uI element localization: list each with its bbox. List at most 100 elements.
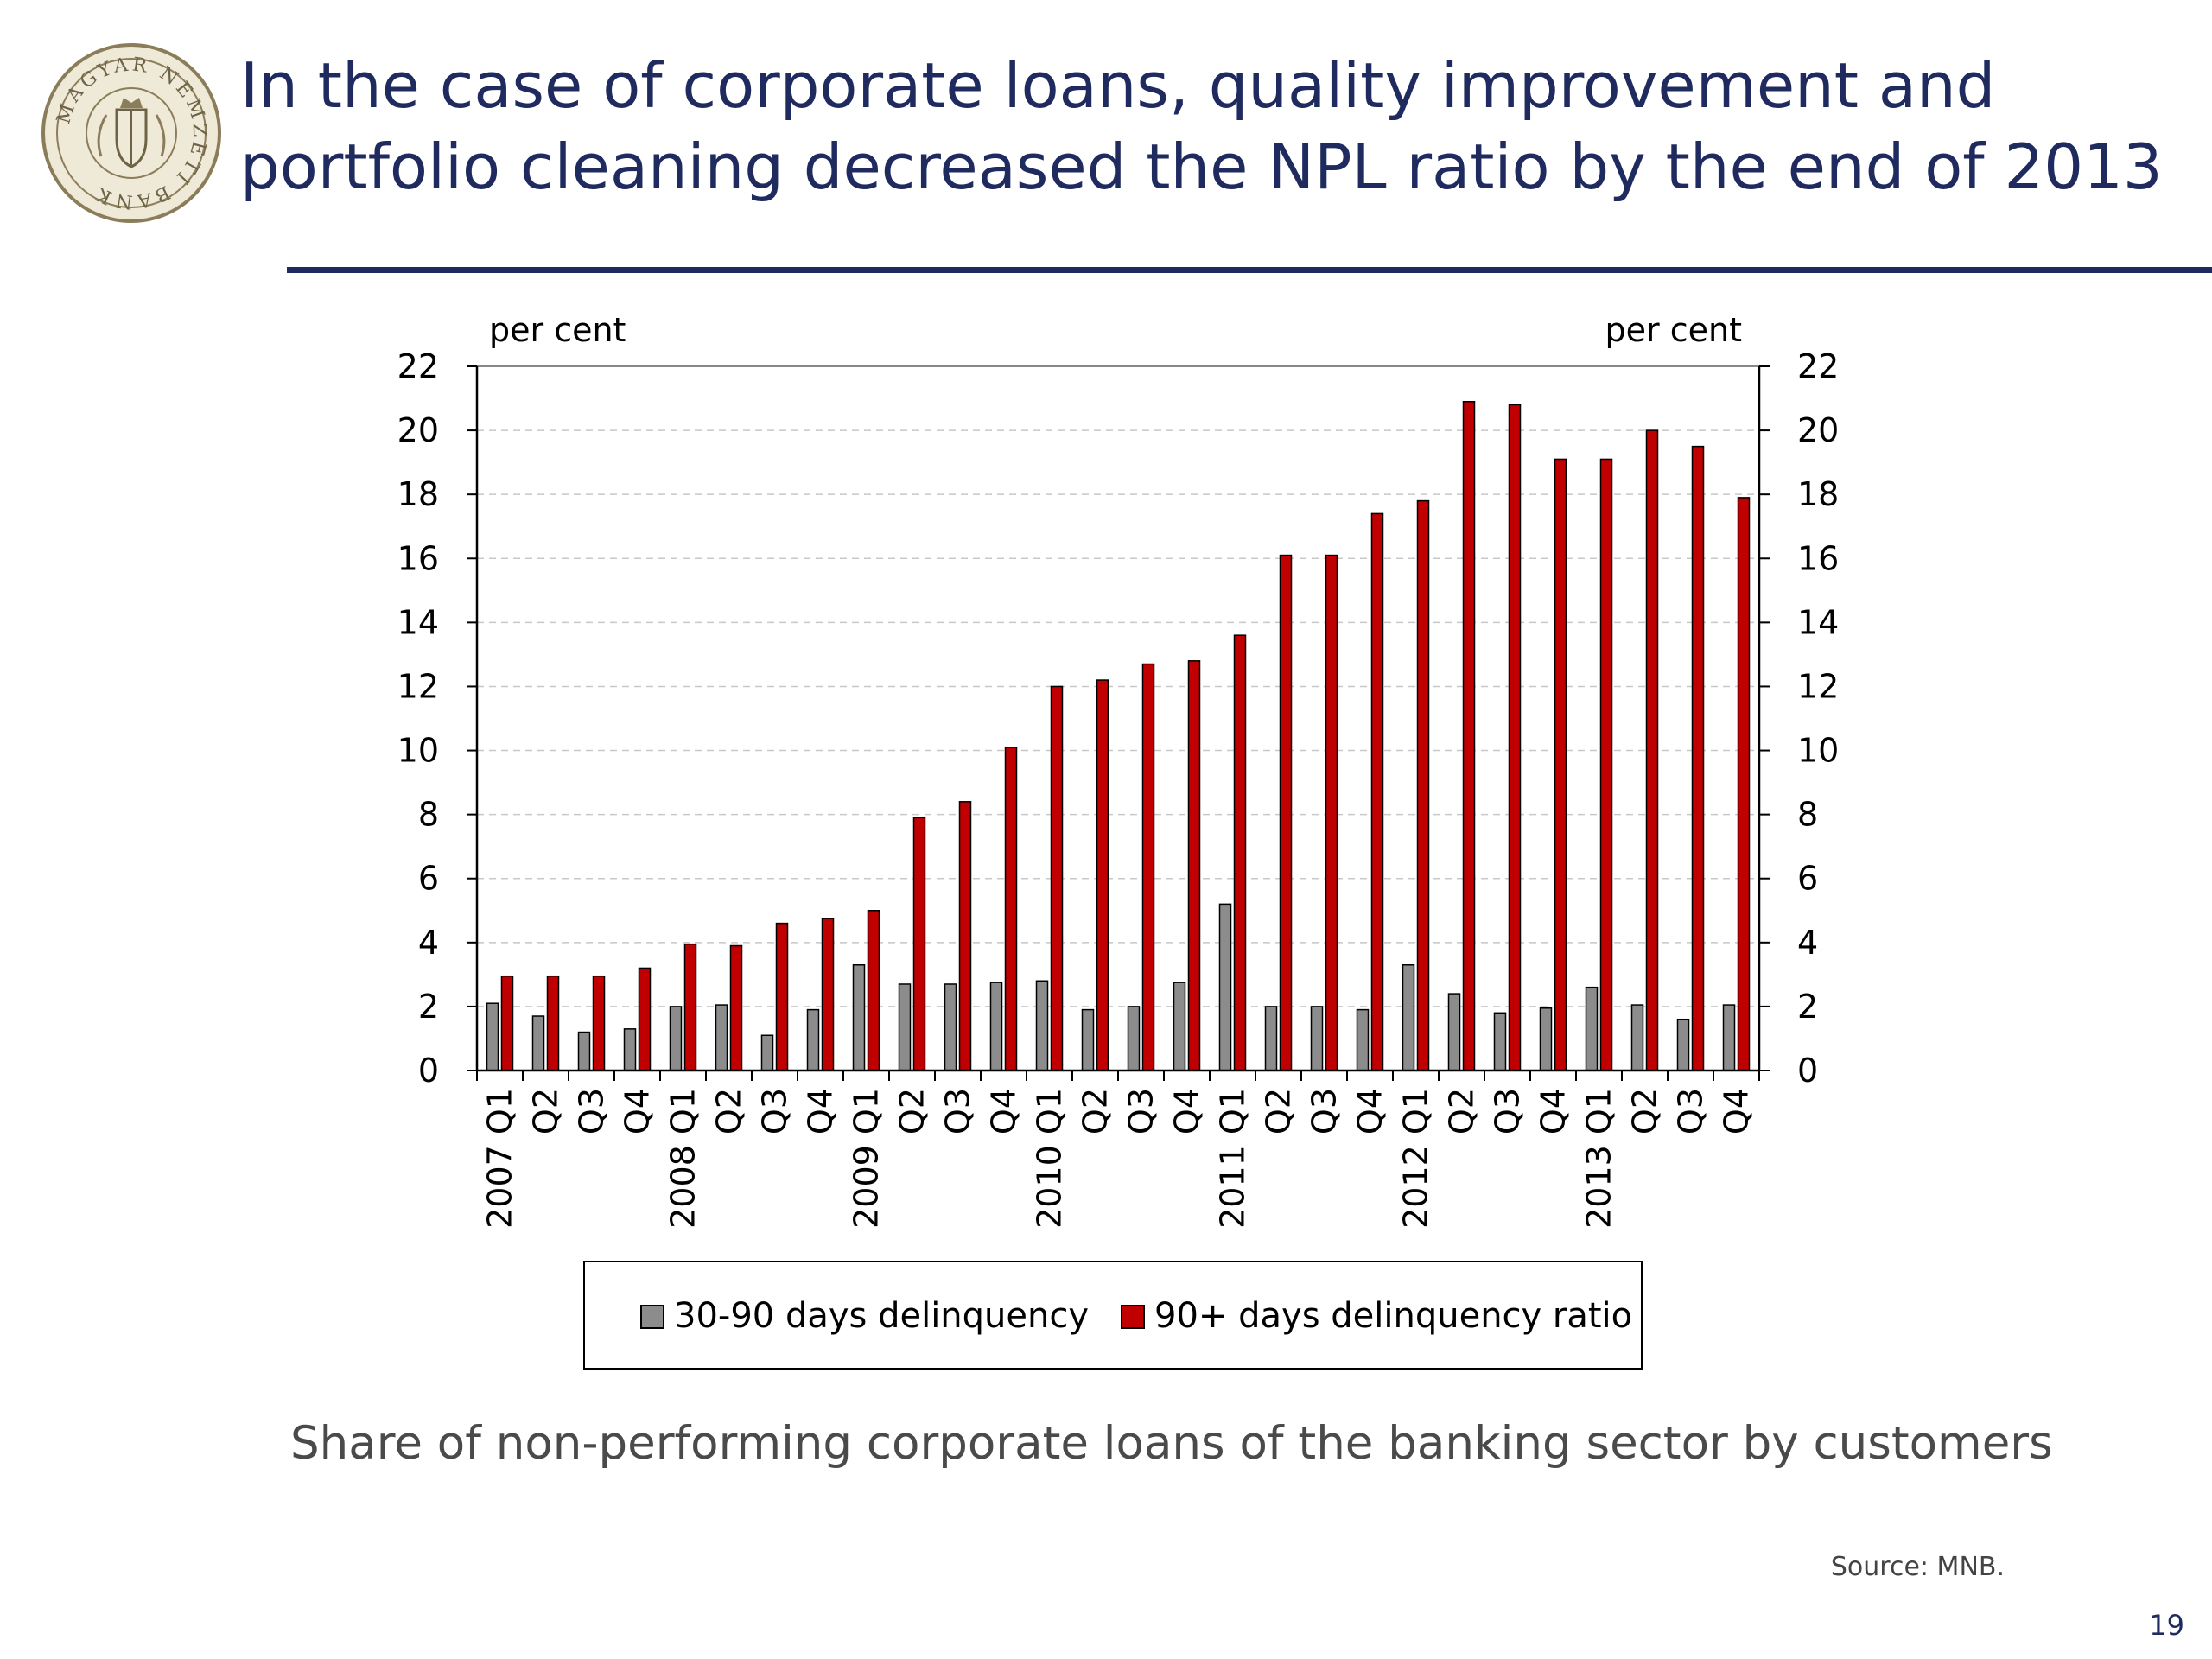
x-tick-label: Q3	[1672, 1088, 1710, 1135]
bar-30-90-days	[1447, 993, 1461, 1071]
y-tick-label-right: 22	[1797, 347, 1839, 385]
y-tick-label-left: 0	[418, 1052, 439, 1090]
y-tick-label-left: 10	[397, 732, 439, 770]
bar-30-90-days	[1722, 1004, 1736, 1071]
bar-30-90-days	[715, 1004, 728, 1071]
bar-30-90-days	[1676, 1018, 1690, 1071]
bar-30-90-days	[1218, 903, 1232, 1071]
bar-30-90-days	[1493, 1012, 1507, 1071]
y-tick-label-left: 22	[397, 347, 439, 385]
bar-90plus-days	[1096, 679, 1109, 1071]
bar-30-90-days	[989, 982, 1003, 1071]
x-tick-label: 2010 Q1	[1031, 1088, 1069, 1229]
legend-swatch-90plus	[1121, 1305, 1145, 1329]
chart-caption: Share of non-performing corporate loans …	[290, 1417, 2053, 1470]
x-tick-label: Q4	[985, 1088, 1023, 1135]
legend-label-30-90: 30-90 days delinquency	[674, 1296, 1089, 1336]
bar-90plus-days	[1370, 512, 1384, 1071]
bar-30-90-days	[531, 1015, 545, 1071]
x-tick-label: 2009 Q1	[848, 1088, 886, 1229]
bar-30-90-days	[669, 1006, 683, 1071]
bar-90plus-days	[1233, 634, 1247, 1071]
bar-30-90-days	[760, 1034, 774, 1071]
bar-30-90-days	[898, 983, 912, 1071]
y-tick-label-left: 6	[418, 860, 439, 898]
x-tick-label: 2008 Q1	[664, 1088, 702, 1229]
x-tick-label: Q3	[1306, 1088, 1344, 1135]
y-tick-label-right: 2	[1797, 988, 1818, 1026]
bar-30-90-days	[1585, 986, 1599, 1071]
x-tick-label: Q3	[756, 1088, 794, 1135]
y-axis-label-left: per cent	[489, 311, 626, 349]
bar-30-90-days	[486, 1002, 499, 1071]
bar-90plus-days	[638, 967, 652, 1071]
source-note: Source: MNB.	[1830, 1552, 2005, 1582]
legend-label-90plus: 90+ days delinquency ratio	[1154, 1296, 1632, 1336]
x-tick-label: Q3	[939, 1088, 977, 1135]
bar-90plus-days	[729, 944, 743, 1071]
y-tick-label-right: 18	[1797, 475, 1839, 513]
slide-title: In the case of corporate loans, quality …	[240, 49, 2163, 203]
x-tick-label: 2007 Q1	[481, 1088, 519, 1229]
bar-30-90-days	[806, 1008, 820, 1071]
bar-30-90-days	[1264, 1006, 1278, 1071]
bar-90plus-days	[592, 975, 606, 1071]
y-tick-label-left: 12	[397, 667, 439, 705]
bar-30-90-days	[1081, 1008, 1095, 1071]
bar-30-90-days	[1127, 1006, 1141, 1071]
page-number: 19	[2149, 1609, 2184, 1642]
bar-30-90-days	[1539, 1007, 1553, 1071]
y-tick-label-left: 18	[397, 475, 439, 513]
y-tick-label-right: 16	[1797, 539, 1839, 577]
x-tick-label: Q4	[619, 1088, 657, 1135]
bar-90plus-days	[912, 817, 926, 1071]
bar-90plus-days	[1554, 458, 1567, 1071]
bar-30-90-days	[944, 983, 957, 1071]
bar-90plus-days	[1050, 685, 1064, 1071]
x-tick-label: 2011 Q1	[1214, 1088, 1252, 1229]
x-tick-label: Q2	[1260, 1088, 1298, 1135]
y-tick-label-left: 2	[418, 988, 439, 1026]
bar-90plus-days	[1416, 499, 1430, 1071]
bar-90plus-days	[1141, 663, 1155, 1071]
x-tick-label: Q4	[1168, 1088, 1206, 1135]
x-tick-label: 2013 Q1	[1580, 1088, 1618, 1229]
bar-30-90-days	[1173, 982, 1186, 1071]
y-tick-label-right: 14	[1797, 603, 1839, 641]
bar-90plus-days	[1737, 497, 1751, 1071]
y-tick-label-left: 14	[397, 603, 439, 641]
x-tick-label: Q4	[1718, 1088, 1756, 1135]
x-tick-label: Q2	[893, 1088, 931, 1135]
x-tick-label: Q2	[1626, 1088, 1664, 1135]
y-tick-label-right: 8	[1797, 796, 1818, 834]
x-tick-label: Q3	[1489, 1088, 1527, 1135]
y-tick-label-left: 4	[418, 924, 439, 962]
bar-30-90-days	[577, 1031, 591, 1071]
y-tick-label-left: 16	[397, 539, 439, 577]
bar-90plus-days	[1599, 458, 1613, 1071]
bar-90plus-days	[1187, 660, 1201, 1071]
bar-90plus-days	[1691, 445, 1705, 1071]
legend-box	[583, 1261, 1643, 1370]
bar-90plus-days	[867, 910, 880, 1071]
x-tick-label: Q4	[1535, 1088, 1573, 1135]
y-tick-label-right: 10	[1797, 732, 1839, 770]
y-tick-label-right: 12	[1797, 667, 1839, 705]
bar-90plus-days	[1645, 429, 1659, 1071]
bar-30-90-days	[1402, 964, 1415, 1071]
x-tick-label: Q4	[1351, 1088, 1389, 1135]
mnb-logo: MAGYAR NEMZETI BANK	[41, 43, 221, 223]
y-tick-label-right: 6	[1797, 860, 1818, 898]
title-divider	[287, 267, 2212, 273]
x-tick-label: Q2	[710, 1088, 748, 1135]
y-tick-label-right: 4	[1797, 924, 1818, 962]
bar-90plus-days	[1462, 401, 1476, 1071]
x-tick-label: Q2	[1443, 1088, 1481, 1135]
x-tick-label: Q2	[527, 1088, 565, 1135]
y-tick-label-left: 8	[418, 796, 439, 834]
y-tick-label-right: 0	[1797, 1052, 1818, 1090]
bar-90plus-days	[958, 801, 972, 1071]
y-axis-label-right: per cent	[1605, 311, 1742, 349]
bar-90plus-days	[821, 918, 835, 1071]
